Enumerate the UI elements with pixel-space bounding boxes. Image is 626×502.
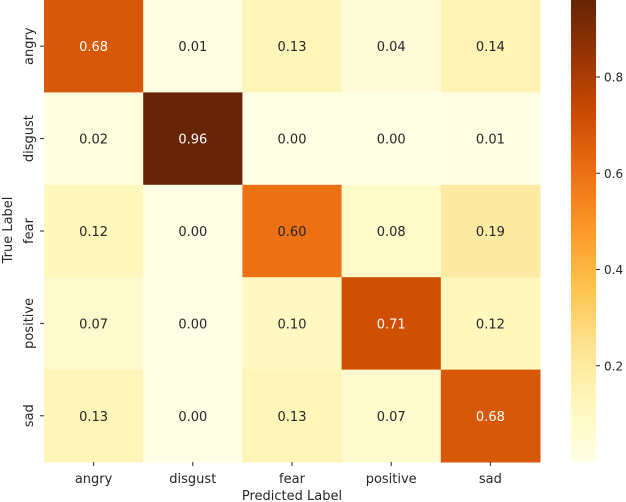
y-axis-label: True Label <box>1 197 16 265</box>
heatmap-cell <box>44 92 144 186</box>
cell-value-label: 0.68 <box>476 410 505 425</box>
y-tick-label: fear <box>22 217 37 244</box>
heatmap-cell <box>242 369 343 463</box>
heatmap-cell <box>44 277 144 371</box>
heatmap-cell <box>242 277 343 371</box>
cell-value-label: 0.14 <box>476 40 505 55</box>
cell-value-label: 0.00 <box>377 133 406 148</box>
colorbar-tick-label: 0.2 <box>604 359 623 373</box>
x-axis-label: Predicted Label <box>242 489 342 502</box>
cell-value-label: 0.01 <box>476 133 505 148</box>
heatmap-cells <box>44 0 541 463</box>
cell-value-label: 0.01 <box>178 40 207 55</box>
heatmap-cell <box>44 369 144 463</box>
y-axis-ticks: angry disgust fear positive sad <box>22 27 44 427</box>
cell-value-label: 0.08 <box>377 225 406 240</box>
cell-value-label: 0.60 <box>278 225 307 240</box>
cell-value-label: 0.13 <box>278 40 307 55</box>
heatmap-cell <box>44 184 144 278</box>
colorbar <box>571 0 596 462</box>
x-tick-label: disgust <box>169 472 216 487</box>
cell-value-label: 0.04 <box>377 40 406 55</box>
cell-value-label: 0.02 <box>79 133 108 148</box>
x-tick-label: angry <box>75 472 113 487</box>
heatmap-cell <box>440 369 541 463</box>
colorbar-ticks: 0.2 0.4 0.6 0.8 <box>596 71 623 373</box>
cell-value-label: 0.13 <box>79 410 108 425</box>
cell-value-label: 0.07 <box>377 410 406 425</box>
heatmap-cell <box>44 0 144 93</box>
cell-value-label: 0.12 <box>476 317 505 332</box>
heatmap-cell <box>143 184 243 278</box>
heatmap-cell <box>440 0 541 93</box>
cell-value-label: 0.19 <box>476 225 505 240</box>
heatmap-cell <box>440 184 541 278</box>
heatmap-cell <box>440 92 541 186</box>
cell-value-label: 0.00 <box>178 410 207 425</box>
heatmap-cell <box>341 369 442 463</box>
colorbar-tick-label: 0.8 <box>604 71 623 85</box>
heatmap-cell <box>143 277 243 371</box>
heatmap-cell <box>341 0 442 93</box>
y-tick-label: disgust <box>22 115 37 162</box>
heatmap-cell <box>341 277 442 371</box>
x-axis-ticks: angry disgust fear positive sad <box>75 462 502 487</box>
cell-value-label: 0.12 <box>79 225 108 240</box>
cell-value-label: 0.00 <box>178 225 207 240</box>
cell-value-label: 0.07 <box>79 317 108 332</box>
cell-value-label: 0.00 <box>178 317 207 332</box>
colorbar-tick-label: 0.6 <box>604 167 623 181</box>
heatmap-cell <box>341 184 442 278</box>
cell-annotations: 0.68 0.01 0.13 0.04 0.14 0.02 0.96 0.00 0.00 0.01… <box>79 40 505 425</box>
y-tick-label: sad <box>22 404 37 427</box>
heatmap-cell <box>143 369 243 463</box>
heatmap-cell <box>440 277 541 371</box>
cell-value-label: 0.10 <box>278 317 307 332</box>
heatmap-cell <box>242 92 343 186</box>
cell-value-label: 0.13 <box>278 410 307 425</box>
x-tick-label: positive <box>366 472 417 487</box>
y-tick-label: angry <box>22 27 37 65</box>
heatmap-cell <box>242 184 343 278</box>
y-tick-label: positive <box>22 298 37 349</box>
heatmap-cell <box>242 0 343 93</box>
cell-value-label: 0.71 <box>377 317 406 332</box>
cell-value-label: 0.96 <box>178 133 207 148</box>
cell-value-label: 0.68 <box>79 40 108 55</box>
heatmap-cell <box>143 92 243 186</box>
cell-value-label: 0.00 <box>278 133 307 148</box>
heatmap-cell <box>341 92 442 186</box>
x-tick-label: sad <box>479 472 502 487</box>
heatmap-cell <box>143 0 243 93</box>
colorbar-tick-label: 0.4 <box>604 263 623 277</box>
x-tick-label: fear <box>279 472 306 487</box>
